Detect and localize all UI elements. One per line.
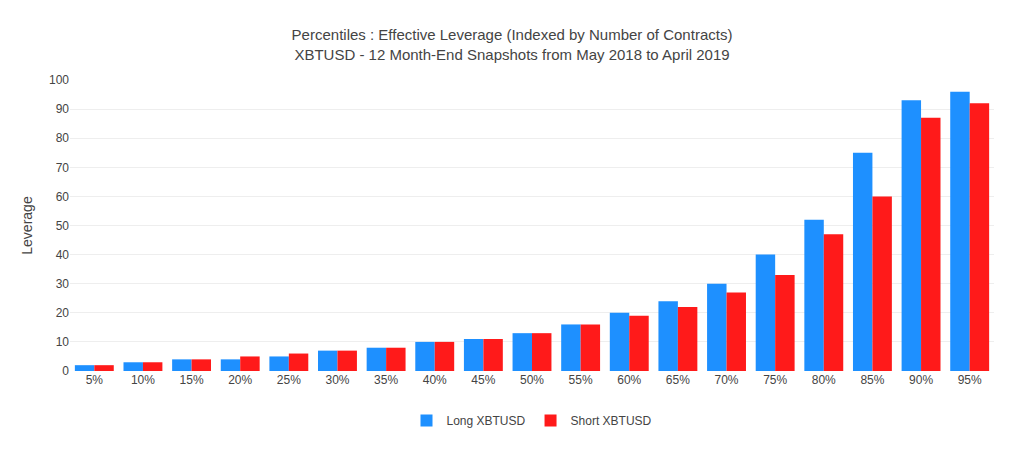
- svg-text:100: 100: [49, 73, 69, 87]
- svg-text:90%: 90%: [909, 373, 933, 387]
- svg-text:Short XBTUSD: Short XBTUSD: [571, 414, 652, 428]
- svg-text:30: 30: [56, 277, 70, 291]
- svg-text:Percentiles : Effective Levera: Percentiles : Effective Leverage (Indexe…: [292, 26, 733, 63]
- svg-text:30%: 30%: [325, 373, 349, 387]
- svg-text:60: 60: [56, 190, 70, 204]
- svg-text:55%: 55%: [569, 373, 593, 387]
- svg-text:50: 50: [56, 219, 70, 233]
- svg-text:65%: 65%: [666, 373, 690, 387]
- svg-text:10: 10: [56, 335, 70, 349]
- svg-text:50%: 50%: [520, 373, 544, 387]
- svg-text:80: 80: [56, 131, 70, 145]
- svg-text:40%: 40%: [423, 373, 447, 387]
- svg-text:95%: 95%: [958, 373, 982, 387]
- svg-text:0: 0: [62, 364, 69, 378]
- svg-text:20%: 20%: [228, 373, 252, 387]
- svg-text:70%: 70%: [715, 373, 739, 387]
- svg-text:Leverage: Leverage: [19, 196, 35, 255]
- svg-text:80%: 80%: [812, 373, 836, 387]
- svg-text:Long XBTUSD: Long XBTUSD: [447, 414, 526, 428]
- svg-text:15%: 15%: [180, 373, 204, 387]
- svg-text:45%: 45%: [471, 373, 495, 387]
- svg-text:10%: 10%: [131, 373, 155, 387]
- svg-text:75%: 75%: [763, 373, 787, 387]
- svg-text:85%: 85%: [860, 373, 884, 387]
- svg-text:35%: 35%: [374, 373, 398, 387]
- svg-text:20: 20: [56, 306, 70, 320]
- svg-text:40: 40: [56, 248, 70, 262]
- svg-text:70: 70: [56, 161, 70, 175]
- svg-text:90: 90: [56, 102, 70, 116]
- svg-text:25%: 25%: [277, 373, 301, 387]
- svg-text:60%: 60%: [617, 373, 641, 387]
- svg-text:5%: 5%: [86, 373, 104, 387]
